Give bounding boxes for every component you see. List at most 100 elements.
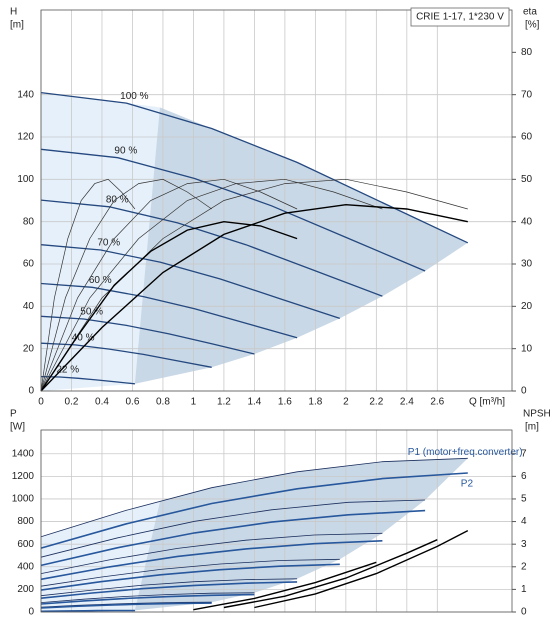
operating-area	[41, 501, 160, 612]
curve	[40, 602, 212, 609]
secondary-curve	[40, 178, 298, 392]
x-tick-label: 2.2	[369, 397, 383, 408]
curve-label: 22 %	[56, 365, 79, 376]
x-tick-label: 1	[191, 397, 197, 408]
curve-label: 40 %	[72, 332, 95, 343]
curve	[40, 558, 340, 587]
title-box	[410, 7, 510, 27]
y2-axis-unit: [%]	[525, 20, 540, 31]
y-tick-label: 200	[17, 584, 34, 595]
curve	[40, 91, 469, 244]
y2-tick-label: 80	[521, 47, 533, 58]
y-tick-label: 600	[17, 539, 34, 550]
curve	[40, 593, 255, 605]
curve	[40, 499, 426, 558]
x-tick-label: 0.2	[65, 397, 79, 408]
y2-tick-label: 1	[521, 584, 527, 595]
y2-axis-label: NPSH	[523, 409, 551, 420]
curve	[40, 199, 383, 297]
y2-tick-label: 3	[521, 539, 527, 550]
y2-tick-label: 70	[521, 89, 533, 100]
curve	[40, 532, 383, 574]
y-tick-label: 140	[17, 89, 34, 100]
y2-tick-label: 4	[521, 516, 527, 527]
y-tick-label: 60	[23, 259, 35, 270]
y-axis-unit: [W]	[10, 422, 25, 433]
x-axis-label: Q [m³/h]	[469, 397, 505, 408]
y-tick-label: 80	[23, 216, 35, 227]
curve-label: 100 %	[120, 91, 148, 102]
x-tick-label: 1.6	[278, 397, 292, 408]
y-tick-label: 0	[28, 386, 34, 397]
curve	[40, 540, 383, 581]
y2-axis-unit: [m]	[525, 422, 539, 433]
curve	[40, 563, 340, 591]
x-tick-label: 0	[38, 397, 44, 408]
y-axis-unit: [m]	[10, 20, 24, 31]
operating-area	[134, 107, 468, 384]
x-tick-label: 0.8	[156, 397, 170, 408]
x-tick-label: 2.4	[400, 397, 414, 408]
curve-label: 80 %	[106, 194, 129, 205]
y2-tick-label: 50	[521, 174, 533, 185]
y2-tick-label: 0	[521, 386, 527, 397]
y2-tick-label: 6	[521, 471, 527, 482]
curve	[40, 472, 468, 549]
curve	[40, 375, 135, 385]
curve	[40, 592, 255, 603]
secondary-curve	[40, 178, 383, 392]
operating-area	[41, 92, 160, 391]
curve	[40, 509, 426, 567]
x-tick-label: 0.6	[126, 397, 140, 408]
secondary-curve	[40, 178, 212, 392]
x-tick-label: 1.8	[308, 397, 322, 408]
secondary-curve	[193, 561, 377, 611]
y-tick-label: 800	[17, 516, 34, 527]
y-tick-label: 40	[23, 301, 35, 312]
y2-tick-label: 40	[521, 216, 533, 227]
x-tick-label: 1.4	[247, 397, 261, 408]
curve	[40, 244, 341, 320]
plot-frame	[40, 429, 513, 613]
curve-label: 70 %	[97, 238, 120, 249]
curve-label: 60 %	[89, 275, 112, 286]
y-tick-label: 400	[17, 561, 34, 572]
curve-label: P1 (motor+freq.converter)	[408, 447, 523, 458]
curve	[40, 578, 298, 597]
y2-tick-label: 60	[521, 132, 533, 143]
y2-tick-label: 2	[521, 561, 527, 572]
secondary-curve	[40, 178, 136, 392]
curve	[40, 601, 212, 608]
plot-frame	[40, 9, 513, 392]
y-tick-label: 1200	[12, 471, 35, 482]
curve	[40, 148, 426, 272]
curve	[40, 342, 212, 368]
x-tick-label: 0.4	[95, 397, 109, 408]
x-tick-label: 1.2	[217, 397, 231, 408]
operating-area	[134, 458, 468, 611]
secondary-curve	[40, 203, 468, 392]
y-tick-label: 20	[23, 343, 35, 354]
y-tick-label: 0	[28, 607, 34, 618]
curve	[40, 609, 135, 613]
y-tick-label: 120	[17, 132, 34, 143]
y2-tick-label: 0	[521, 607, 527, 618]
curve-label: 50 %	[80, 307, 103, 318]
y-axis-label: H	[10, 7, 17, 18]
y2-tick-label: 30	[521, 259, 533, 270]
secondary-curve	[254, 529, 469, 609]
curve	[40, 282, 298, 339]
curve	[40, 315, 255, 355]
y-axis-label: P	[10, 409, 17, 420]
y2-tick-label: 10	[521, 343, 533, 354]
x-tick-label: 2	[343, 397, 349, 408]
curve-label: 90 %	[114, 145, 137, 156]
x-tick-label: 2.6	[430, 397, 444, 408]
secondary-curve	[40, 220, 298, 392]
y-tick-label: 1000	[12, 494, 35, 505]
y2-tick-label: 7	[521, 448, 527, 459]
y-tick-label: 100	[17, 174, 34, 185]
y2-tick-label: 5	[521, 494, 527, 505]
